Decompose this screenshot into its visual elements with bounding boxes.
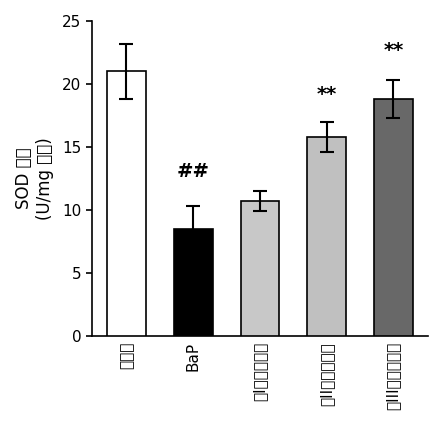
Text: **: ** [316,85,337,104]
Bar [107,71,146,336]
Bar [374,99,413,336]
Text: ##: ## [177,162,210,181]
Bar [307,137,346,336]
Text: **: ** [383,41,404,60]
Y-axis label: SOD 活力
(U/mg 蛋白): SOD 活力 (U/mg 蛋白) [15,137,54,220]
Bar [241,201,279,336]
Bar [174,229,213,336]
